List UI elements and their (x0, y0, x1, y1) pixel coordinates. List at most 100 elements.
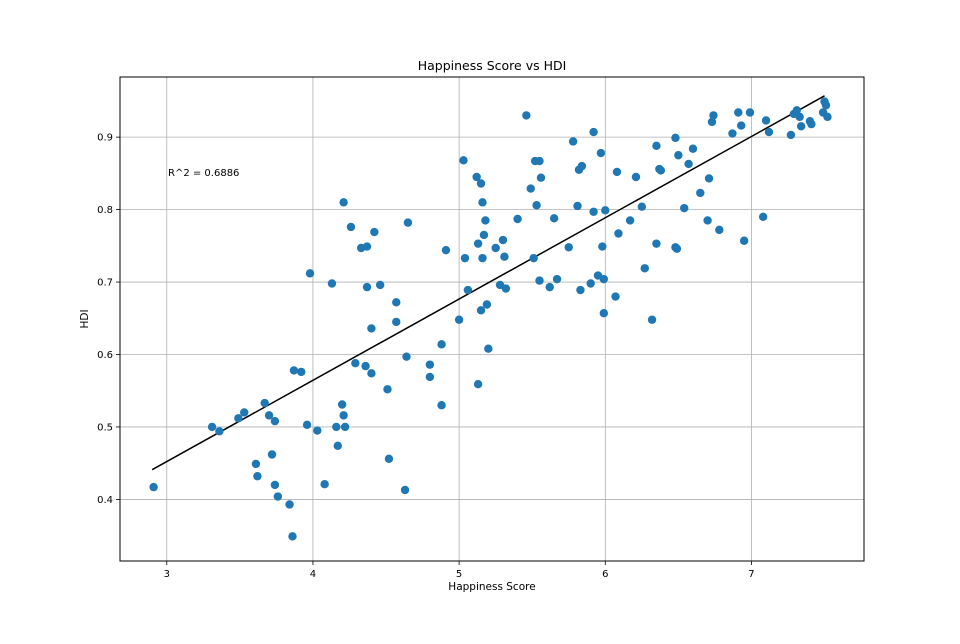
data-point (672, 244, 682, 253)
data-point (796, 122, 806, 131)
data-point (481, 216, 490, 225)
data-point (270, 416, 280, 426)
data-point (552, 274, 562, 284)
data-point (460, 253, 470, 263)
data-point (576, 285, 585, 295)
data-points (149, 97, 832, 541)
data-point (305, 269, 315, 278)
data-point (367, 369, 376, 378)
data-point (491, 243, 500, 253)
data-point (647, 315, 657, 324)
data-point (264, 411, 274, 420)
data-point (807, 119, 816, 129)
data-point (758, 212, 768, 222)
data-point (333, 441, 342, 450)
data-point (400, 485, 410, 495)
data-point (454, 315, 464, 324)
data-point (707, 117, 717, 127)
data-point (289, 366, 299, 375)
x-axis-label: Happiness Score (448, 581, 535, 593)
data-point (383, 385, 392, 394)
data-point (823, 112, 832, 122)
data-point (337, 400, 347, 409)
data-point (599, 274, 609, 284)
data-point (688, 144, 698, 153)
data-point (267, 450, 277, 459)
data-point (821, 101, 831, 110)
data-point (327, 279, 337, 288)
data-point (764, 127, 774, 137)
data-point (536, 173, 546, 182)
data-point (340, 422, 350, 432)
data-point (392, 317, 401, 327)
data-point (612, 167, 622, 177)
data-point (313, 426, 322, 435)
data-point (270, 480, 280, 490)
data-point (589, 127, 598, 137)
data-point (564, 243, 573, 252)
data-point (473, 380, 483, 389)
data-point (479, 230, 489, 240)
data-point (297, 367, 306, 377)
data-point (577, 161, 587, 171)
data-point (215, 427, 224, 436)
data-point (535, 156, 544, 166)
x-tick-label: 5 (456, 569, 462, 580)
grid-lines (120, 77, 864, 561)
data-point (367, 324, 376, 333)
data-point (586, 279, 595, 288)
data-point (437, 340, 446, 349)
data-point (671, 133, 680, 143)
data-point (332, 422, 341, 432)
y-tick-label: 0.4 (97, 495, 113, 506)
data-point (425, 360, 435, 369)
regression-line-layer (151, 95, 825, 471)
data-point (285, 500, 294, 509)
data-point (640, 264, 649, 273)
data-point (637, 202, 647, 211)
data-point (251, 459, 261, 469)
data-point (472, 172, 481, 182)
data-point (253, 472, 262, 481)
data-point (709, 111, 718, 120)
data-point (320, 479, 329, 489)
data-point (598, 242, 607, 251)
data-point (522, 111, 531, 120)
y-tick-label: 0.6 (97, 350, 113, 361)
data-point (478, 198, 487, 207)
data-point (498, 235, 508, 245)
data-point (625, 216, 635, 225)
data-point (302, 420, 312, 429)
x-tick-label: 3 (164, 569, 170, 580)
x-tick-label: 6 (602, 569, 608, 580)
r-squared-annotation: R^2 = 0.6886 (168, 168, 239, 179)
data-point (476, 179, 486, 188)
data-point (526, 184, 535, 193)
data-point (478, 253, 487, 263)
data-point (549, 214, 559, 223)
data-point (737, 121, 746, 130)
axis-ticks: 3 4 5 6 7 0.4 0.5 0.6 0.7 0.8 0.9 (97, 133, 755, 580)
data-point (703, 216, 712, 225)
data-point (260, 398, 269, 408)
data-point (392, 298, 401, 307)
data-point (631, 172, 641, 182)
data-point (362, 282, 372, 292)
data-point (375, 280, 385, 290)
data-point (351, 358, 360, 368)
data-point (596, 148, 606, 158)
data-point (786, 130, 796, 140)
data-point (795, 112, 804, 122)
data-point (476, 306, 486, 315)
data-point (384, 454, 394, 464)
data-point (361, 361, 370, 371)
data-point (599, 309, 609, 318)
y-axis-label: HDI (79, 309, 91, 328)
data-point (500, 252, 509, 261)
data-point (652, 141, 661, 151)
data-point (674, 151, 683, 160)
data-point (473, 239, 483, 248)
data-point (339, 411, 348, 420)
data-point (573, 201, 582, 211)
data-point (441, 245, 451, 255)
